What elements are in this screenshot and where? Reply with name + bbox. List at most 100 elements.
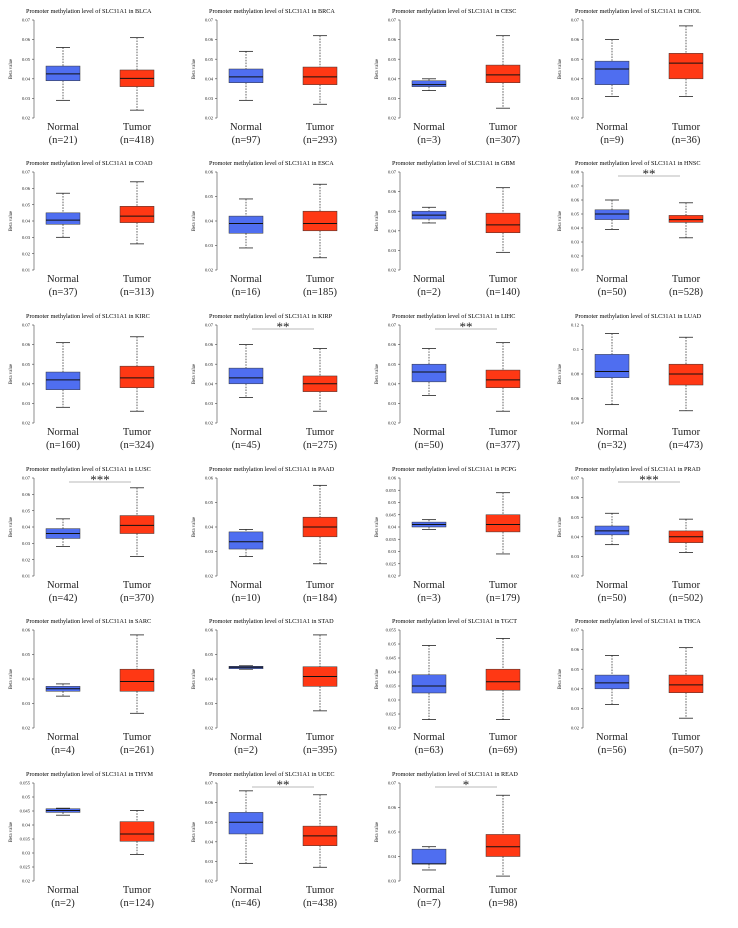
y-tick-label: 0.035 <box>386 684 397 689</box>
panel-title: Promoter methylation level of SLC31A1 in… <box>575 313 702 320</box>
tumor-box <box>485 212 521 234</box>
y-tick-label: 0.02 <box>571 116 580 121</box>
group-label: Normal <box>47 885 79 896</box>
y-tick-label: 0.03 <box>571 240 580 245</box>
y-tick-label: 0.07 <box>571 628 580 633</box>
y-tick-label: 0.02 <box>22 557 31 562</box>
group-label: Normal <box>47 732 79 743</box>
y-tick-label: 0.06 <box>205 342 214 347</box>
y-tick-label: 0.06 <box>22 342 31 347</box>
boxplot-panel: Promoter methylation level of SLC31A1 in… <box>9 771 154 909</box>
y-tick-label: 0.05 <box>388 57 397 62</box>
y-tick-label: 0.02 <box>205 879 214 884</box>
tumor-box <box>485 834 521 857</box>
y-tick-label: 0.04 <box>205 219 214 224</box>
y-tick-label: 0.04 <box>22 381 31 386</box>
y-tick-label: 0.07 <box>205 781 214 786</box>
group-label: Tumor <box>306 122 335 133</box>
y-tick-label: 0.05 <box>22 57 31 62</box>
group-label: Tumor <box>489 885 518 896</box>
y-axis-label: Beta value <box>9 822 14 842</box>
y-tick-label: 0.01 <box>571 268 580 273</box>
y-tick-label: 0.02 <box>388 726 397 731</box>
y-tick-label: 0.025 <box>20 865 31 870</box>
y-tick-label: 0.07 <box>205 18 214 23</box>
y-tick-label: 0.05 <box>205 500 214 505</box>
y-tick-label: 0.03 <box>205 96 214 101</box>
group-label: Tumor <box>306 274 335 285</box>
y-axis-label: Beta value <box>9 517 14 537</box>
boxplot-panel: Promoter methylation level of SLC31A1 in… <box>375 771 521 909</box>
panel-title: Promoter methylation level of SLC31A1 in… <box>575 160 700 167</box>
normal-box <box>228 812 264 835</box>
y-tick-label: 0.02 <box>22 879 31 884</box>
normal-box <box>228 531 264 550</box>
group-count: (n=69) <box>489 745 518 756</box>
y-tick-label: 0.04 <box>22 76 31 81</box>
y-tick-label: 0.045 <box>20 809 31 814</box>
y-tick-label: 0.06 <box>205 37 214 42</box>
boxplot-panel: Promoter methylation level of SLC31A1 in… <box>558 160 703 298</box>
group-label: Normal <box>413 427 445 438</box>
boxplot-panel: Promoter methylation level of SLC31A1 in… <box>192 618 337 756</box>
tumor-box <box>302 210 338 232</box>
boxplot-panel: Promoter methylation level of SLC31A1 in… <box>192 8 337 146</box>
group-label: Normal <box>47 580 79 591</box>
boxplot-panel: Promoter methylation level of SLC31A1 in… <box>558 8 704 146</box>
significance-stars: ** <box>460 319 473 334</box>
y-axis-label: Beta value <box>375 211 380 231</box>
group-count: (n=528) <box>669 287 703 298</box>
group-count: (n=507) <box>669 745 703 756</box>
panel-title: Promoter methylation level of SLC31A1 in… <box>26 160 153 167</box>
y-tick-label: 0.03 <box>205 549 214 554</box>
y-tick-label: 0.06 <box>388 805 397 810</box>
group-label: Normal <box>413 122 445 133</box>
boxplot-panel: Promoter methylation level of SLC31A1 in… <box>558 466 703 604</box>
y-tick-label: 0.04 <box>388 381 397 386</box>
boxplot-panel: Promoter methylation level of SLC31A1 in… <box>192 313 337 451</box>
boxplot-panel: Promoter methylation level of SLC31A1 in… <box>9 618 154 756</box>
y-tick-label: 0.03 <box>571 96 580 101</box>
y-tick-label: 0.06 <box>205 476 214 481</box>
panel-title: Promoter methylation level of SLC31A1 in… <box>392 618 517 625</box>
y-tick-label: 0.04 <box>388 670 397 675</box>
y-tick-label: 0.06 <box>571 495 580 500</box>
normal-box <box>228 68 264 83</box>
group-label: Tumor <box>123 427 152 438</box>
y-tick-label: 0.03 <box>205 859 214 864</box>
y-tick-label: 0.06 <box>571 396 580 401</box>
group-count: (n=63) <box>415 745 444 756</box>
y-tick-label: 0.05 <box>571 515 580 520</box>
group-label: Normal <box>596 732 628 743</box>
y-tick-label: 0.03 <box>22 701 31 706</box>
normal-box <box>594 60 630 85</box>
boxplot-panel: Promoter methylation level of SLC31A1 in… <box>375 618 521 756</box>
significance-stars: *** <box>639 472 659 487</box>
y-tick-label: 0.03 <box>388 879 397 884</box>
y-tick-label: 0.06 <box>22 628 31 633</box>
y-tick-label: 0.05 <box>205 57 214 62</box>
group-count: (n=124) <box>120 898 154 909</box>
tumor-box <box>119 515 155 534</box>
group-count: (n=37) <box>49 287 78 298</box>
y-tick-label: 0.07 <box>571 184 580 189</box>
tumor-box <box>302 66 338 85</box>
y-tick-label: 0.06 <box>571 647 580 652</box>
group-label: Normal <box>413 274 445 285</box>
y-tick-label: 0.02 <box>388 574 397 579</box>
group-count: (n=377) <box>486 440 520 451</box>
y-tick-label: 0.06 <box>571 198 580 203</box>
y-tick-label: 0.01 <box>22 574 31 579</box>
y-tick-label: 0.03 <box>388 698 397 703</box>
boxplot-panel: Promoter methylation level of SLC31A1 in… <box>558 618 703 756</box>
group-label: Tumor <box>489 122 518 133</box>
y-tick-label: 0.03 <box>205 701 214 706</box>
y-tick-label: 0.04 <box>205 76 214 81</box>
normal-box <box>228 367 264 385</box>
group-count: (n=473) <box>669 440 703 451</box>
group-count: (n=10) <box>232 593 261 604</box>
group-count: (n=438) <box>303 898 337 909</box>
panel-title: Promoter methylation level of SLC31A1 in… <box>209 771 334 778</box>
panel-title: Promoter methylation level of SLC31A1 in… <box>209 466 335 473</box>
y-axis-label: Beta value <box>9 59 14 79</box>
